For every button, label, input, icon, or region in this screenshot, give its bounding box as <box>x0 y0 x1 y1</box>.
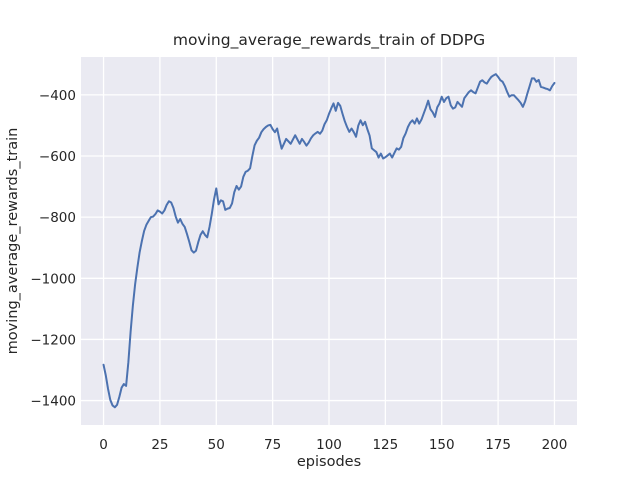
x-tick-label: 150 <box>429 437 455 453</box>
x-tick-label: 200 <box>542 437 568 453</box>
x-tick-label: 0 <box>99 437 108 453</box>
x-tick-labels: 0 25 50 75 100 125 150 175 200 <box>99 437 567 453</box>
x-tick-label: 125 <box>372 437 398 453</box>
y-tick-label: −400 <box>39 88 76 104</box>
x-tick-label: 50 <box>208 437 225 453</box>
y-tick-label: −1200 <box>30 332 76 348</box>
y-axis-label: moving_average_rewards_train <box>5 128 21 355</box>
x-tick-label: 25 <box>151 437 168 453</box>
y-tick-label: −800 <box>39 210 76 226</box>
x-tick-label: 175 <box>485 437 511 453</box>
gridlines <box>81 57 577 425</box>
y-tick-label: −1400 <box>30 394 76 410</box>
y-tick-labels: −400 −600 −800 −1000 −1200 −1400 <box>30 88 76 410</box>
x-tick-label: 75 <box>264 437 281 453</box>
y-tick-label: −600 <box>39 149 76 165</box>
x-axis-label: episodes <box>297 454 361 470</box>
y-tick-label: −1000 <box>30 271 76 287</box>
x-tick-label: 100 <box>316 437 342 453</box>
chart-title: moving_average_rewards_train of DDPG <box>173 31 485 50</box>
rewards-line <box>102 73 556 409</box>
